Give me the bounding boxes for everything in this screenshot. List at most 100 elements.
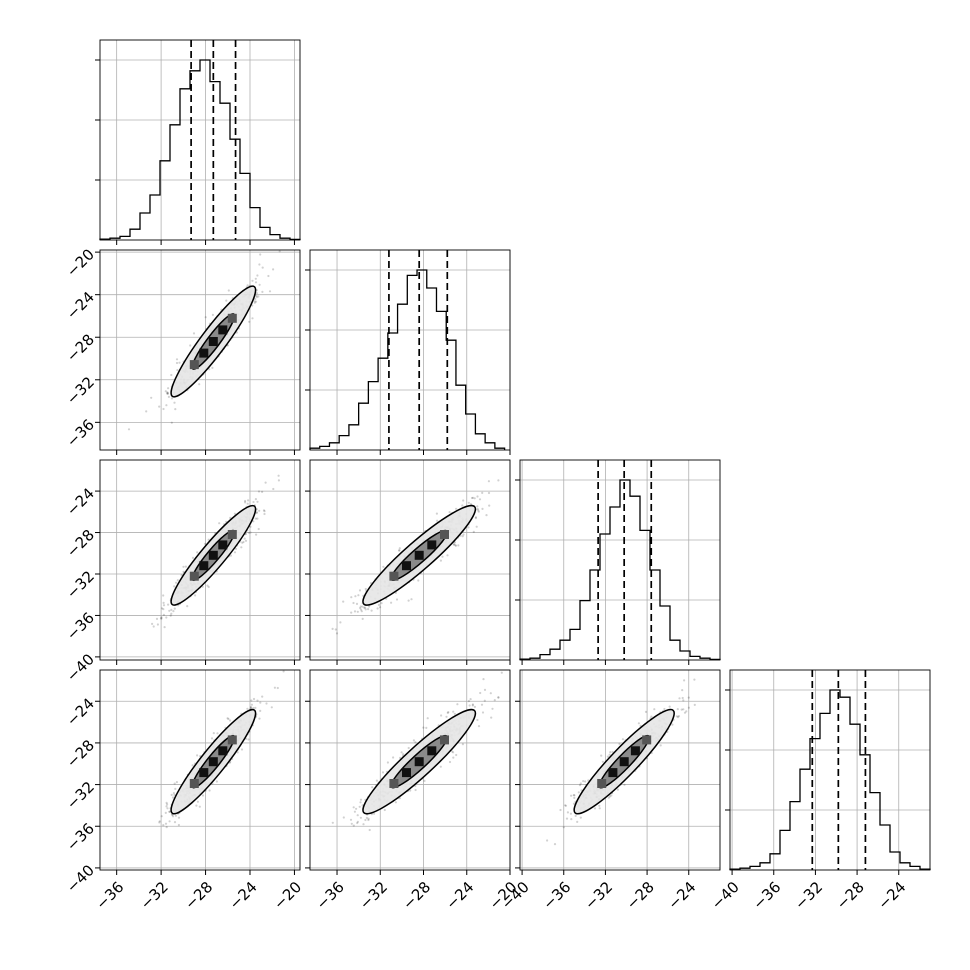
scatter-point <box>477 509 480 512</box>
density-cell <box>414 550 424 560</box>
density-cell <box>218 325 228 335</box>
panel-frame <box>729 669 931 871</box>
scatter-point <box>579 782 582 785</box>
scatter-point <box>414 788 417 792</box>
density-cell <box>630 746 640 756</box>
scatter-point <box>259 253 262 256</box>
scatter-point <box>233 512 236 515</box>
hist-panel-3 <box>515 459 721 665</box>
scatter-point <box>255 294 258 297</box>
scatter-point <box>423 779 426 783</box>
scatter-point <box>254 277 257 280</box>
scatter-point <box>246 502 249 505</box>
scatter-point <box>487 491 491 495</box>
scatter-point <box>259 709 262 713</box>
scatter-point <box>601 760 605 763</box>
scatter-point <box>160 815 163 818</box>
scatter-point <box>469 698 472 701</box>
scatter-point <box>167 395 170 398</box>
scatter-point <box>439 765 442 768</box>
scatter-point <box>172 792 175 795</box>
density-cell <box>199 768 209 778</box>
scatter-point <box>198 805 201 808</box>
scatter-point <box>361 617 364 621</box>
scatter-point <box>476 718 479 722</box>
y-tick-label: −24 <box>63 288 98 323</box>
scatter-point <box>598 804 601 807</box>
scatter-point <box>252 706 255 710</box>
scatter-point <box>170 612 173 615</box>
y-tick-label: −28 <box>63 331 98 366</box>
scatter-point <box>173 821 177 824</box>
scatter-point <box>342 600 345 603</box>
x-tick-label: −28 <box>181 878 216 913</box>
density-cell <box>642 735 652 745</box>
scatter-point <box>252 520 255 523</box>
y-tick-label: −40 <box>63 861 98 896</box>
scatter-point <box>244 501 247 504</box>
density-cell <box>389 571 399 581</box>
scatter-point <box>254 706 257 710</box>
scatter-point <box>334 628 337 631</box>
scatter-point <box>440 714 443 717</box>
x-tick-label: −36 <box>313 878 348 913</box>
scatter-point <box>254 517 257 520</box>
density-cell <box>427 746 437 756</box>
scatter-point <box>676 716 680 719</box>
scatter-point <box>342 816 345 819</box>
scatter-point <box>162 824 165 827</box>
scatter-point <box>254 297 257 301</box>
scatter-point <box>400 751 403 754</box>
y-tick-label: −32 <box>63 778 98 813</box>
scatter-point <box>240 546 243 549</box>
scatter-point <box>470 496 474 500</box>
scatter-point <box>500 671 503 674</box>
scatter-point <box>564 804 568 807</box>
scatter-point <box>246 284 249 287</box>
scatter-point <box>165 616 168 619</box>
scatter-point <box>497 479 500 482</box>
scatter-point <box>159 617 163 620</box>
scatter-point <box>175 361 179 365</box>
scatter-point <box>446 554 449 557</box>
scatter-point <box>452 710 455 713</box>
scatter-point <box>272 487 275 491</box>
scatter-point <box>480 703 484 706</box>
x-tick-label: −28 <box>623 878 658 913</box>
density-cell <box>189 360 199 370</box>
scatter-point <box>175 581 178 584</box>
scatter-point <box>255 296 258 299</box>
scatter-point <box>165 404 168 407</box>
scatter-point <box>176 579 179 582</box>
x-tick-label: −24 <box>874 878 909 913</box>
scatter-point <box>249 705 252 709</box>
scatter-point <box>678 697 681 700</box>
scatter-point <box>461 535 464 538</box>
scatter-point <box>569 812 573 815</box>
scatter-point <box>165 826 168 829</box>
scatter-point <box>425 726 428 730</box>
scatter-point <box>398 549 401 552</box>
density-cell <box>440 735 449 745</box>
hist-panel-2 <box>305 249 511 455</box>
scatter-point <box>174 814 177 817</box>
scatter-point <box>445 715 448 718</box>
scatter-point <box>376 607 379 610</box>
scatter-point <box>422 726 425 729</box>
scatter-point <box>693 678 696 681</box>
scatter-point <box>229 719 232 722</box>
density-cell <box>218 540 228 550</box>
scatter-point <box>257 295 260 298</box>
scatter-point <box>394 801 397 804</box>
scatter-point <box>256 517 259 520</box>
scatter-point <box>681 689 684 692</box>
scatter-point <box>364 818 367 822</box>
scatter-point <box>165 805 168 808</box>
scatter-point <box>398 547 401 550</box>
y-tick-label: −36 <box>63 416 98 451</box>
scatter-point <box>676 708 679 711</box>
scatter-point <box>277 479 280 482</box>
scatter-point <box>184 565 187 568</box>
scatter-point <box>331 821 334 824</box>
y-tick-label: −24 <box>63 695 98 730</box>
